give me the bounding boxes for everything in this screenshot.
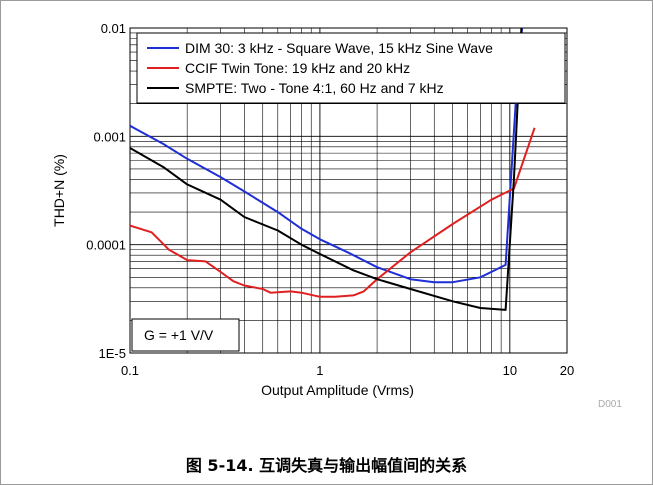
y-tick-label: 1E-5 <box>99 346 126 361</box>
legend-entry-3: SMPTE: Two - Tone 4:1, 60 Hz and 7 kHz <box>185 80 444 96</box>
y-axis-label: THD+N (%) <box>51 154 67 227</box>
x-tick-label: 1 <box>316 363 323 378</box>
legend-box <box>136 32 566 104</box>
gain-annotation-box: G = +1 V/V <box>131 318 240 352</box>
figure-caption: 图 5-14. 互调失真与输出幅值间的关系 <box>185 456 468 475</box>
x-axis-label: Output Amplitude (Vrms) <box>261 382 414 398</box>
x-tick-labels: 0.1 1 10 20 <box>121 363 574 378</box>
legend-entry-1: DIM 30: 3 kHz - Square Wave, 15 kHz Sine… <box>185 40 493 56</box>
y-tick-label: 0.001 <box>93 129 126 144</box>
x-tick-label: 20 <box>560 363 574 378</box>
x-tick-label: 10 <box>503 363 517 378</box>
y-tick-label: 0.01 <box>101 21 126 36</box>
legend-entry-2: CCIF Twin Tone: 19 kHz and 20 kHz <box>185 60 410 76</box>
gain-annotation: G = +1 V/V <box>144 327 214 343</box>
y-tick-labels: 1E-5 0.0001 0.001 0.01 <box>86 21 126 361</box>
series-line-1 <box>130 28 524 284</box>
series-line-2 <box>130 127 536 298</box>
series-lines <box>130 28 536 311</box>
thd-chart: 0.1 1 10 20 1E-5 0.0001 0.001 0.01 DIM 30: 3 k… <box>51 21 622 410</box>
figure-id: D001 <box>598 399 622 410</box>
y-tick-label: 0.0001 <box>86 238 126 253</box>
plot-area-border <box>129 27 568 354</box>
legend: DIM 30: 3 kHz - Square Wave, 15 kHz Sine… <box>136 32 566 104</box>
series-line-3 <box>130 28 523 311</box>
x-tick-label: 0.1 <box>121 363 139 378</box>
